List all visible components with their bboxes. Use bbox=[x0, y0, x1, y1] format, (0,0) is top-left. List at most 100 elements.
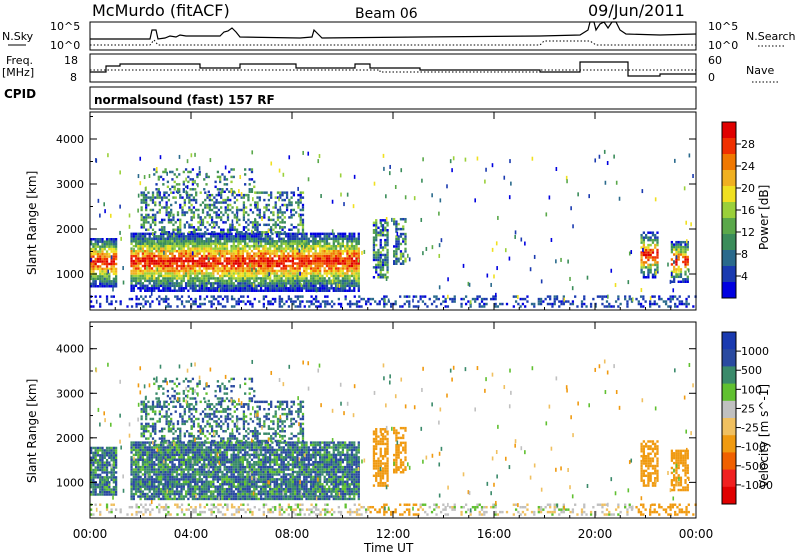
power-cell bbox=[332, 264, 335, 268]
power-cell bbox=[263, 211, 266, 214]
velocity-cell bbox=[180, 490, 183, 493]
power-cell bbox=[266, 247, 270, 250]
power-cell bbox=[219, 252, 222, 255]
power-cell bbox=[92, 275, 95, 278]
power-cell bbox=[279, 231, 282, 234]
power-cell bbox=[280, 237, 283, 241]
power-cell bbox=[212, 277, 215, 280]
power-cell bbox=[200, 259, 204, 263]
power-cell bbox=[171, 259, 174, 263]
power-cell bbox=[151, 196, 155, 199]
power-cell bbox=[246, 262, 249, 265]
power-cell bbox=[212, 289, 215, 292]
power-cell bbox=[339, 274, 342, 278]
power-cell bbox=[289, 284, 292, 288]
power-cell bbox=[284, 269, 288, 273]
power-cell bbox=[494, 302, 497, 306]
velocity-cell bbox=[159, 453, 163, 457]
power-cell bbox=[355, 267, 358, 270]
power-cell bbox=[189, 254, 192, 258]
power-cell bbox=[178, 190, 181, 193]
power-cell bbox=[344, 235, 347, 238]
power-cell bbox=[144, 259, 147, 263]
velocity-cell bbox=[169, 495, 172, 498]
power-cell bbox=[184, 252, 188, 255]
power-cell bbox=[282, 232, 285, 236]
power-cell bbox=[270, 211, 273, 214]
power-cell bbox=[245, 211, 248, 214]
power-cell bbox=[669, 300, 672, 303]
power-cell bbox=[339, 272, 342, 275]
power-cell bbox=[144, 300, 147, 303]
power-cell bbox=[305, 267, 308, 270]
power-cell bbox=[654, 256, 657, 259]
power-cell bbox=[99, 277, 102, 281]
power-cell bbox=[289, 267, 292, 270]
power-cell bbox=[289, 287, 292, 290]
power-cell bbox=[153, 235, 156, 238]
power-cell bbox=[132, 254, 135, 258]
power-cell bbox=[231, 228, 234, 232]
power-cell bbox=[232, 267, 235, 270]
power-cell bbox=[191, 244, 195, 248]
power-cell bbox=[299, 295, 302, 298]
nsky-series-line bbox=[90, 21, 697, 40]
power-cell bbox=[248, 190, 251, 193]
power-cell bbox=[346, 269, 349, 273]
velocity-cell bbox=[180, 446, 183, 449]
power-cell bbox=[433, 295, 436, 298]
power-cell bbox=[426, 305, 429, 308]
power-cell bbox=[164, 168, 167, 171]
power-cell bbox=[291, 240, 295, 243]
velocity-cell bbox=[132, 495, 135, 498]
power-cell bbox=[172, 216, 175, 219]
power-cell bbox=[187, 272, 190, 275]
power-cell bbox=[395, 257, 398, 261]
velocity-cell bbox=[130, 456, 133, 459]
power-cell bbox=[271, 279, 274, 283]
power-cell bbox=[101, 242, 104, 246]
velocity-cell bbox=[169, 468, 172, 471]
nsearch-label: N.Search bbox=[746, 30, 796, 43]
power-cell bbox=[203, 178, 206, 181]
power-cell bbox=[670, 275, 674, 279]
power-cell bbox=[275, 282, 279, 285]
velocity-cell bbox=[148, 478, 151, 481]
power-cell bbox=[319, 252, 322, 255]
power-cell bbox=[279, 211, 282, 214]
power-cell bbox=[92, 265, 95, 268]
power-cell bbox=[200, 272, 204, 275]
power-cell bbox=[144, 284, 147, 288]
power-cell bbox=[476, 297, 479, 301]
power-cell bbox=[151, 221, 155, 224]
power-cell bbox=[180, 247, 183, 250]
power-cell bbox=[301, 196, 305, 199]
power-cell bbox=[182, 232, 185, 236]
power-cell bbox=[154, 203, 157, 207]
power-cell bbox=[188, 223, 191, 227]
power-cell bbox=[421, 300, 425, 303]
power-cell bbox=[99, 285, 102, 288]
power-cell bbox=[239, 267, 242, 270]
power-cell bbox=[399, 227, 403, 231]
power-cell bbox=[312, 247, 315, 250]
power-cell bbox=[232, 240, 235, 243]
velocity-cell bbox=[148, 485, 151, 488]
power-cell bbox=[92, 277, 95, 281]
power-cell bbox=[485, 302, 488, 306]
power-cell bbox=[377, 233, 380, 237]
power-cell bbox=[166, 267, 170, 270]
power-cell bbox=[150, 242, 154, 245]
power-cell bbox=[353, 289, 356, 292]
power-cell bbox=[94, 242, 97, 246]
power-cell bbox=[651, 241, 655, 244]
power-cell bbox=[662, 300, 665, 303]
power-cell bbox=[300, 277, 304, 280]
power-cell bbox=[108, 240, 111, 243]
power-cell bbox=[162, 279, 165, 283]
power-cell bbox=[232, 252, 235, 255]
power-cell bbox=[189, 284, 192, 288]
velocity-cell bbox=[175, 483, 179, 486]
power-cell bbox=[145, 216, 148, 219]
power-cell bbox=[316, 254, 320, 258]
